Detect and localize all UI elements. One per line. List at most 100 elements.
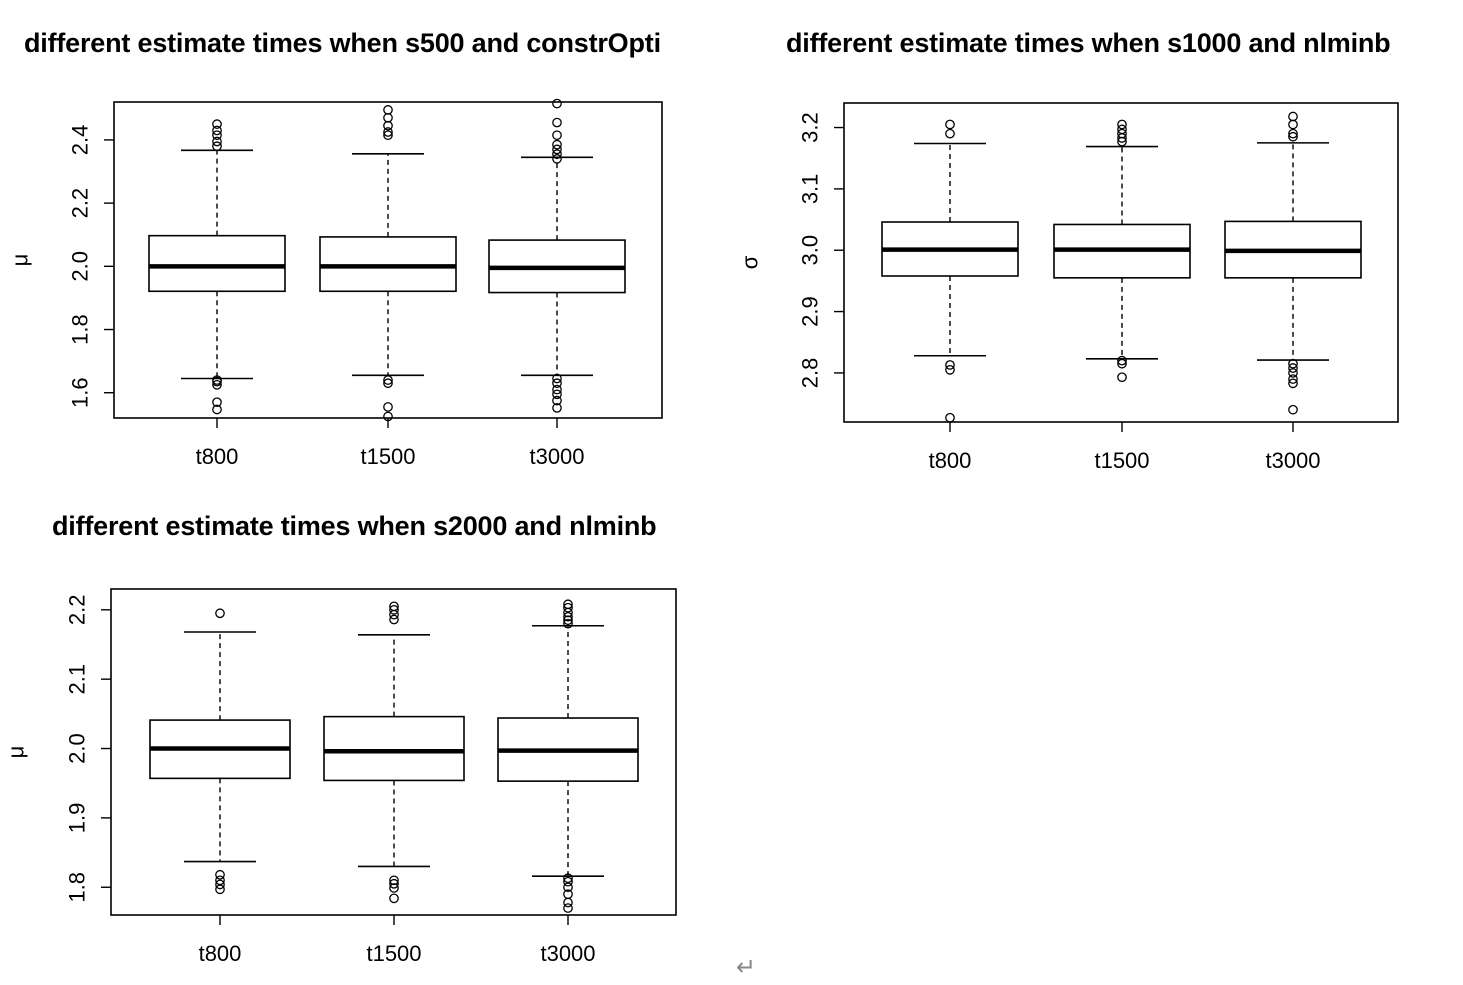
- boxplot-1: 1.6 1.8 2.0 2.2 2.4 μ t800 t1500 t3000: [8, 98, 663, 469]
- y-tick-label: 2.4: [68, 125, 93, 156]
- outlier-point: [383, 402, 393, 412]
- x-tick-label: t800: [196, 444, 239, 469]
- outlier-point: [389, 883, 399, 893]
- x-tick-label: t1500: [360, 444, 415, 469]
- y-tick-label: 1.6: [68, 377, 93, 408]
- outlier-point: [389, 893, 399, 904]
- y-tick-label: 2.0: [65, 733, 90, 764]
- outlier-point: [552, 98, 562, 109]
- outlier-point: [215, 608, 225, 619]
- y-tick-label: 1.9: [65, 803, 90, 834]
- iqr-box: [148, 234, 286, 293]
- outlier-point: [552, 154, 562, 164]
- x-tick-label: t3000: [529, 444, 584, 469]
- y-tick-label: 3.0: [798, 235, 823, 266]
- outlier-point: [383, 411, 393, 422]
- outlier-point: [215, 884, 225, 895]
- outlier-point: [383, 378, 393, 389]
- x-tick-label: t3000: [1265, 448, 1320, 473]
- y-tick-label: 2.8: [798, 358, 823, 389]
- outlier-point: [212, 141, 222, 152]
- outlier-point: [552, 117, 562, 128]
- outlier-point: [212, 119, 222, 129]
- y-tick-label: 1.8: [65, 872, 90, 903]
- box-t1500: [323, 601, 465, 904]
- x-tick-label: t800: [929, 448, 972, 473]
- y-tick-label: 2.2: [68, 188, 93, 219]
- box-t800: [148, 119, 286, 415]
- y-tick-label: 2.9: [798, 296, 823, 327]
- y-axis-label: μ: [4, 746, 29, 759]
- outlier-point: [552, 130, 562, 141]
- outlier-point: [1288, 358, 1298, 369]
- outlier-point: [1288, 111, 1298, 122]
- box-t3000: [488, 98, 626, 413]
- outlier-point: [563, 897, 573, 908]
- outlier-point: [945, 360, 955, 370]
- outlier-point: [563, 602, 573, 613]
- outlier-point: [212, 136, 222, 147]
- outlier-point: [389, 604, 399, 615]
- outlier-point: [1117, 119, 1127, 130]
- outlier-point: [212, 397, 222, 408]
- outlier-point: [552, 144, 562, 155]
- y-tick-label: 3.2: [798, 112, 823, 143]
- x-tick-label: t1500: [366, 941, 421, 966]
- y-tick-label: 1.8: [68, 314, 93, 345]
- outlier-point: [552, 403, 562, 413]
- outlier-point: [563, 599, 573, 610]
- outlier-point: [383, 130, 393, 141]
- box-t3000: [497, 599, 639, 913]
- outlier-point: [945, 412, 955, 423]
- x-tick-label: t3000: [540, 941, 595, 966]
- outlier-point: [563, 876, 573, 887]
- outlier-point: [1117, 358, 1127, 369]
- boxplot-2: 2.8 2.9 3.0 3.1 3.2 σ t800 t1500 t3000: [738, 102, 1399, 473]
- outlier-point: [552, 149, 562, 159]
- outlier-point: [389, 875, 399, 886]
- outlier-point: [563, 903, 573, 913]
- y-tick-label: 2.2: [65, 595, 90, 626]
- outlier-point: [1117, 124, 1127, 135]
- outlier-point: [945, 128, 955, 139]
- outlier-point: [212, 379, 222, 390]
- chart-title-3: different estimate times when s2000 and …: [52, 511, 657, 541]
- boxplot-3: 1.8 1.9 2.0 2.1 2.2 μ t800 t1500 t3000: [4, 588, 677, 966]
- y-tick-label: 2.1: [65, 664, 90, 695]
- box-t3000: [1224, 111, 1362, 415]
- outlier-point: [552, 389, 562, 400]
- box-t800: [149, 608, 291, 895]
- outlier-point: [1117, 372, 1127, 383]
- outlier-point: [383, 375, 393, 385]
- outlier-point: [1117, 128, 1127, 139]
- outlier-point: [1288, 363, 1298, 373]
- outlier-point: [945, 119, 955, 130]
- outlier-point: [552, 373, 562, 384]
- iqr-box: [323, 715, 465, 782]
- outlier-point: [563, 873, 573, 884]
- outlier-point: [212, 375, 222, 385]
- box-t1500: [1053, 119, 1191, 383]
- outlier-point: [945, 365, 955, 375]
- outlier-point: [1288, 119, 1298, 130]
- y-axis-label: σ: [738, 255, 763, 269]
- outlier-point: [389, 601, 399, 612]
- box-t800: [881, 119, 1019, 423]
- outlier-point: [215, 875, 225, 886]
- outlier-point: [389, 614, 399, 625]
- x-tick-label: t1500: [1094, 448, 1149, 473]
- outlier-point: [1288, 374, 1298, 384]
- outlier-point: [1288, 128, 1298, 139]
- outlier-point: [212, 125, 222, 136]
- y-axis-label: μ: [8, 254, 33, 267]
- outlier-point: [383, 105, 393, 115]
- outlier-point: [552, 384, 562, 395]
- outlier-point: [383, 127, 393, 137]
- outlier-point: [389, 878, 399, 889]
- plot-frame: [843, 102, 1399, 423]
- outlier-point: [212, 404, 222, 415]
- outlier-point: [552, 378, 562, 389]
- outlier-point: [389, 609, 399, 620]
- outlier-point: [215, 869, 225, 880]
- outlier-point: [552, 395, 562, 406]
